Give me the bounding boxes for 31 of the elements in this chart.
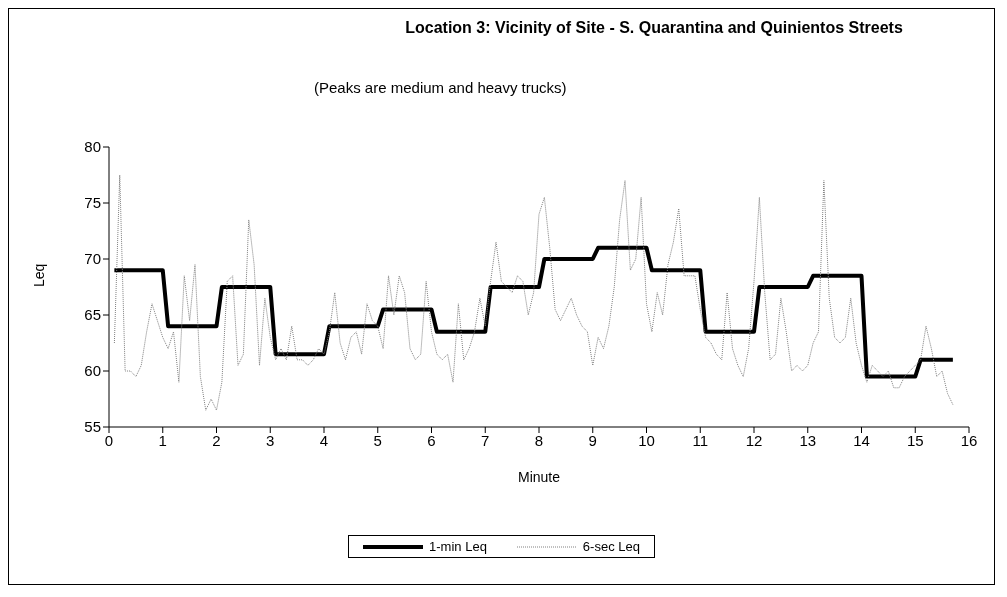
x-tick-label: 14	[853, 431, 870, 449]
x-tick-label: 5	[373, 431, 382, 449]
x-tick-label: 11	[692, 431, 709, 449]
x-tick-label: 13	[799, 431, 817, 449]
x-tick-label: 4	[319, 431, 329, 449]
x-tick-label: 2	[212, 431, 221, 449]
legend-label: 1-min Leq	[429, 539, 487, 554]
y-tick-label: 70	[84, 250, 101, 268]
x-tick-label: 12	[745, 431, 763, 449]
text: (Peaks are medium and heavy trucks)	[314, 79, 567, 96]
x-tick-label: 0	[104, 431, 114, 449]
x-tick-label: 8	[534, 431, 544, 449]
line-series	[113, 174, 954, 411]
x-tick-label: 1	[158, 431, 167, 449]
y-axis-title: Leq	[30, 263, 47, 287]
x-tick-label: 10	[638, 431, 655, 449]
x-tick-label: 3	[266, 431, 275, 449]
x-tick-label: 6	[427, 431, 436, 449]
legend-label: 6-sec Leq	[582, 539, 640, 554]
y-tick-label: 60	[84, 362, 101, 380]
chart-title: Location 3: Vicinity of Site - S. Quarantina and Quinientos Streets	[404, 19, 904, 37]
line-series	[112, 245, 955, 379]
x-tick-label: 16	[960, 431, 978, 449]
y-tick-label: 55	[84, 418, 101, 436]
y-tick-label: 80	[84, 138, 101, 156]
x-tick-label: 15	[906, 431, 924, 449]
y-tick-label: 75	[84, 194, 101, 212]
x-tick-label: 7	[481, 431, 490, 449]
y-tick-label: 65	[84, 306, 101, 324]
x-axis-title: Minute	[517, 469, 561, 485]
x-tick-label: 9	[588, 431, 597, 449]
